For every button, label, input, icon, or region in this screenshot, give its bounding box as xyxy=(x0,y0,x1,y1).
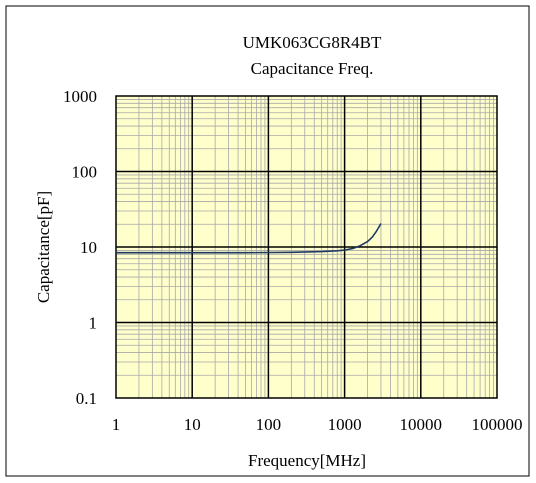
y-tick-label: 10 xyxy=(80,238,97,257)
x-tick-label: 10000 xyxy=(400,415,443,434)
x-tick-label: 1 xyxy=(112,415,121,434)
major-grid xyxy=(116,96,497,398)
y-tick-label: 100 xyxy=(72,163,98,182)
y-tick-label: 1000 xyxy=(63,87,97,106)
plot-frame xyxy=(115,95,498,399)
chart-subtitle: Capacitance Freq. xyxy=(251,59,374,78)
x-tick-labels: 1 10 100 1000 10000 100000 xyxy=(112,415,523,434)
series-line xyxy=(116,223,382,254)
x-axis-label: Frequency[MHz] xyxy=(248,451,366,470)
x-tick-label: 100 xyxy=(256,415,282,434)
y-tick-label: 1 xyxy=(89,314,98,333)
y-axis-label: Capacitance[pF] xyxy=(34,191,53,303)
x-tick-label: 10 xyxy=(184,415,201,434)
y-tick-labels: 0.1 1 10 100 1000 xyxy=(63,87,97,408)
chart-title: UMK063CG8R4BT xyxy=(243,33,382,52)
x-tick-label: 100000 xyxy=(472,415,523,434)
series-layer xyxy=(116,223,382,254)
y-tick-label: 0.1 xyxy=(76,389,97,408)
x-tick-label: 1000 xyxy=(328,415,362,434)
